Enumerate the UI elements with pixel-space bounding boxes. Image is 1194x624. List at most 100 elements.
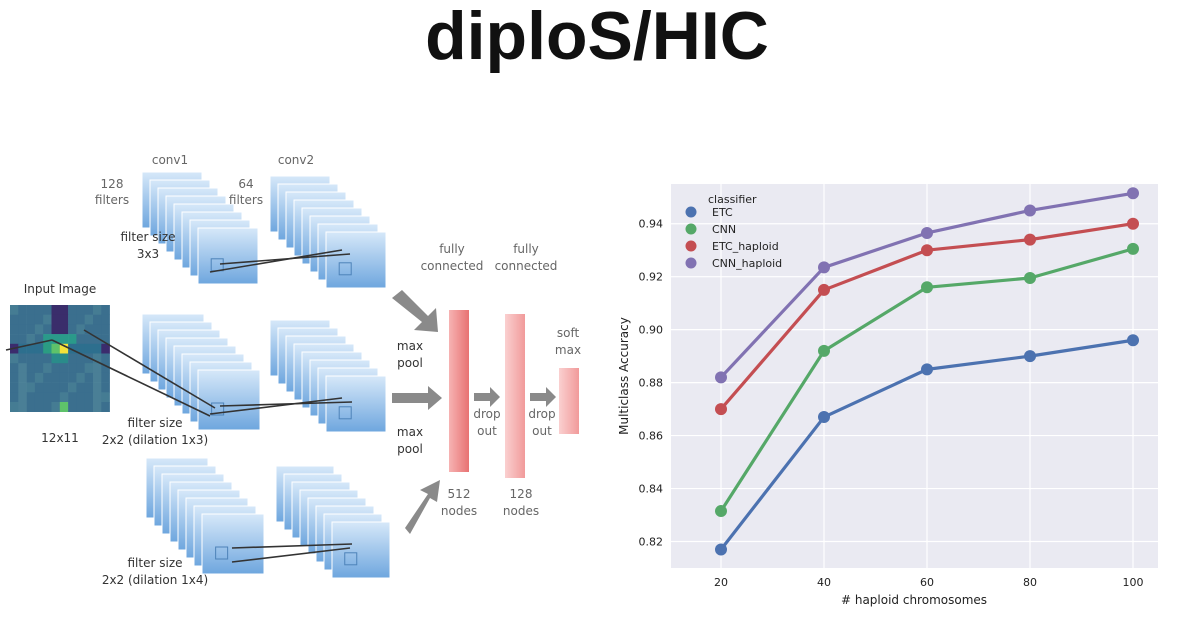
dropout-1-out: out (477, 424, 497, 438)
heatmap-cell (68, 305, 77, 315)
slide-title: diploS/HIC (425, 0, 769, 74)
heatmap-cell (18, 353, 27, 364)
heatmap-cell (59, 353, 69, 364)
series-etc-haploid (715, 217, 1139, 416)
filter-size-1-word: filter size (121, 230, 176, 244)
heatmap-cell (59, 392, 69, 403)
heatmap-cell (51, 353, 61, 364)
heatmap-cell (93, 363, 102, 374)
conv1-label: conv1 (152, 153, 188, 167)
data-point (818, 344, 830, 357)
y-tick-label: 0.94 (639, 218, 664, 231)
heatmap-cell (101, 334, 110, 345)
heatmap-cell (26, 382, 36, 393)
heatmap-cell (26, 363, 36, 374)
heatmap-cell (26, 372, 36, 383)
filter-map (197, 227, 259, 285)
y-tick-label: 0.88 (639, 377, 664, 390)
conv2-label: conv2 (278, 153, 314, 167)
heatmap-cell (51, 343, 61, 354)
heatmap-cell (76, 363, 85, 374)
heatmap-cell (76, 392, 85, 403)
conv1-filter-stack-row3 (145, 457, 265, 575)
heatmap-cell (26, 353, 36, 364)
heatmap-cell (18, 314, 27, 325)
input-image-heatmap (10, 305, 110, 412)
heatmap-cell (26, 402, 36, 412)
heatmap-cell (10, 392, 19, 403)
arrow-icon (474, 387, 500, 407)
heatmap-cell (84, 343, 94, 354)
conv2-filter-stack-row1 (269, 175, 387, 289)
heatmap-cell (93, 314, 102, 325)
arrow-icon (392, 386, 442, 410)
filter-size-2-value: 2x2 (dilation 1x3) (102, 433, 208, 447)
fully-connected-1-connected: connected (421, 259, 484, 273)
heatmap-cell (34, 324, 44, 335)
heatmap-cell (76, 324, 85, 335)
heatmap-cell (43, 324, 52, 335)
filter-map (331, 521, 391, 579)
dense-layer-512 (449, 310, 469, 472)
receptive-field-marker (344, 552, 358, 566)
max-pool-1-max: max (397, 339, 423, 353)
heatmap-cell (101, 392, 110, 403)
heatmap-cell (68, 353, 77, 364)
series-etc (715, 334, 1139, 556)
heatmap-cell (76, 372, 85, 383)
heatmap-cell (68, 343, 77, 354)
heatmap-cell (59, 324, 69, 335)
receptive-field-marker (215, 546, 229, 560)
heatmap-cell (59, 334, 69, 345)
heatmap-cell (84, 382, 94, 393)
heatmap-cell (84, 402, 94, 412)
legend-entry: ETC_haploid (712, 240, 779, 253)
data-point (1127, 334, 1139, 347)
conv1-filters-count: 128 (101, 177, 124, 191)
heatmap-cell (68, 324, 77, 335)
y-tick-label: 0.84 (639, 483, 664, 496)
fully-connected-2-connected: connected (495, 259, 558, 273)
x-tick-label: 40 (817, 576, 831, 589)
heatmap-cell (101, 363, 110, 374)
x-tick-label: 80 (1023, 576, 1037, 589)
arrow-icon (392, 290, 438, 332)
arrow-icon (405, 480, 440, 534)
heatmap-cell (93, 392, 102, 403)
heatmap-cell (76, 382, 85, 393)
dropout-1-drop: drop (473, 407, 500, 421)
heatmap-cell (18, 305, 27, 315)
legend-entry: CNN (712, 223, 736, 236)
legend-marker (685, 223, 697, 235)
heatmap-cell (68, 392, 77, 403)
conv2-filters-word: filters (229, 193, 263, 207)
data-point (715, 505, 727, 518)
heatmap-cell (59, 363, 69, 374)
receptive-field-marker (338, 406, 352, 420)
heatmap-cell (93, 402, 102, 412)
data-point (818, 411, 830, 424)
y-axis-label: Multiclass Accuracy (617, 317, 631, 435)
data-point (921, 244, 933, 257)
heatmap-cell (101, 305, 110, 315)
heatmap-cell (51, 324, 61, 335)
y-tick-label: 0.86 (639, 430, 664, 443)
softmax-soft: soft (557, 326, 580, 340)
heatmap-cell (84, 314, 94, 325)
heatmap-cell (93, 324, 102, 335)
heatmap-cell (10, 305, 19, 315)
heatmap-cell (34, 363, 44, 374)
heatmap-cell (43, 353, 52, 364)
heatmap-cell (10, 353, 19, 364)
x-tick-label: 100 (1123, 576, 1144, 589)
y-tick-labels: 0.82 0.84 0.86 0.88 0.90 0.92 0.94 (639, 218, 664, 549)
heatmap-cell (18, 334, 27, 345)
heatmap-cell (59, 382, 69, 393)
heatmap-cell (26, 324, 36, 335)
heatmap-cell (68, 363, 77, 374)
data-point (818, 261, 830, 274)
data-point (921, 281, 933, 294)
heatmap-cell (93, 372, 102, 383)
heatmap-cell (59, 305, 69, 315)
nodes-128-word: nodes (503, 504, 539, 518)
